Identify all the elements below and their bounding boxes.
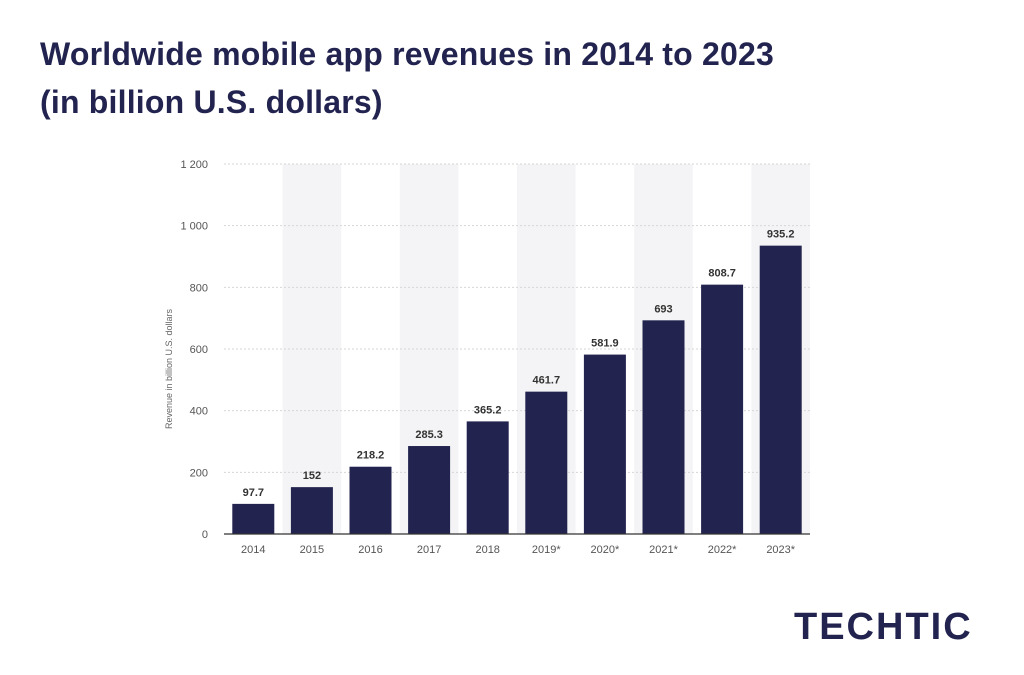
data-label: 218.2 bbox=[357, 450, 385, 462]
chart-title: Worldwide mobile app revenues in 2014 to… bbox=[40, 30, 980, 126]
bar-2016[interactable] bbox=[349, 466, 392, 534]
bars bbox=[232, 245, 802, 534]
chart-title-line-1: Worldwide mobile app revenues in 2014 to… bbox=[40, 36, 774, 72]
bar-2017[interactable] bbox=[408, 446, 451, 534]
data-label: 808.7 bbox=[708, 268, 736, 280]
y-tick-label: 1 000 bbox=[180, 221, 208, 233]
bar-2020[interactable] bbox=[583, 354, 626, 534]
bar-2021[interactable] bbox=[642, 320, 685, 534]
x-tick-label: 2014 bbox=[241, 544, 265, 556]
y-tick-label: 0 bbox=[202, 529, 208, 541]
y-tick-label: 800 bbox=[190, 282, 208, 294]
data-label: 97.7 bbox=[243, 487, 264, 499]
bar-2022[interactable] bbox=[701, 284, 744, 534]
x-tick-label: 2019* bbox=[532, 544, 561, 556]
techtic-logo: TECHTIC bbox=[794, 606, 973, 648]
x-tick-label: 2023* bbox=[766, 544, 795, 556]
data-label: 581.9 bbox=[591, 338, 619, 350]
data-label: 461.7 bbox=[533, 375, 561, 387]
value-labels: 97.7 152 218.2 285.3 365.2 461.7 581.9 693 808.7… bbox=[243, 229, 795, 499]
bar-2019[interactable] bbox=[525, 391, 568, 534]
y-tick-label: 200 bbox=[190, 467, 208, 479]
data-label: 935.2 bbox=[767, 229, 795, 241]
y-axis-ticks: 0 200 400 600 800 1 000 1 200 bbox=[180, 159, 208, 541]
data-label: 152 bbox=[303, 470, 321, 482]
bar-2023[interactable] bbox=[759, 245, 802, 534]
x-tick-label: 2022* bbox=[708, 544, 737, 556]
x-tick-label: 2020* bbox=[591, 544, 620, 556]
y-tick-label: 400 bbox=[190, 406, 208, 418]
bar-2014[interactable] bbox=[232, 503, 275, 534]
bar-2018[interactable] bbox=[466, 421, 509, 534]
x-axis-ticks: 2014 2015 2016 2017 2018 2019* 2020* 2021* 2022*… bbox=[241, 544, 796, 556]
chart-title-line-2: (in billion U.S. dollars) bbox=[40, 84, 383, 120]
data-label: 365.2 bbox=[474, 404, 502, 416]
x-tick-label: 2017 bbox=[417, 544, 441, 556]
y-tick-label: 600 bbox=[190, 344, 208, 356]
data-label: 285.3 bbox=[415, 429, 443, 441]
bar-2015[interactable] bbox=[290, 487, 333, 534]
x-tick-label: 2018 bbox=[475, 544, 499, 556]
y-tick-label: 1 200 bbox=[180, 159, 208, 171]
x-tick-label: 2021* bbox=[649, 544, 678, 556]
y-axis-label: Revenue in billion U.S. dollars bbox=[164, 308, 174, 429]
x-tick-label: 2016 bbox=[358, 544, 382, 556]
data-label: 693 bbox=[654, 303, 672, 315]
x-tick-label: 2015 bbox=[300, 544, 324, 556]
